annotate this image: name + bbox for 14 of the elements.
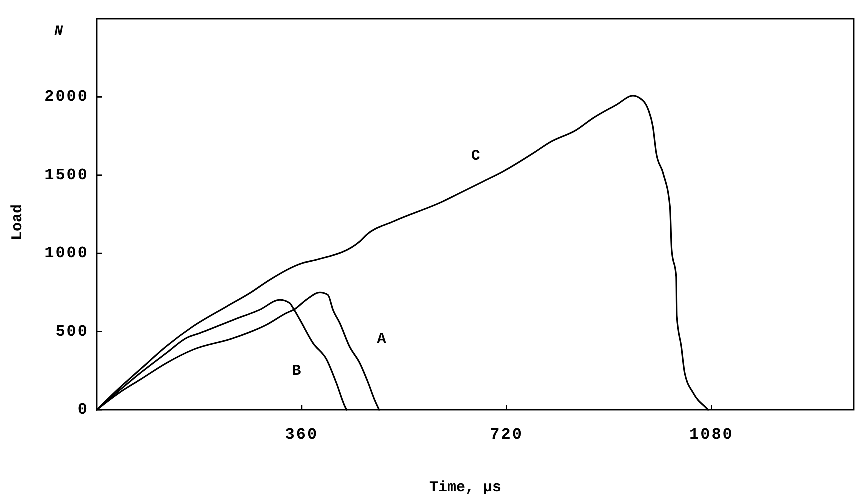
y-tick-label: 1500 xyxy=(44,166,89,184)
series-label: B xyxy=(292,363,302,380)
x-tick-label: 1080 xyxy=(690,426,734,444)
text: N xyxy=(54,24,64,40)
x-tick-label: 720 xyxy=(490,426,524,444)
y-tick-label: 0 xyxy=(78,401,89,419)
x-axis-title: Time, µs xyxy=(429,480,502,496)
series-label: A xyxy=(377,331,386,348)
x-tick-label: 360 xyxy=(285,426,319,444)
y-tick-label: 500 xyxy=(56,322,89,341)
y-axis-title: Load xyxy=(10,204,26,241)
y-tick-label: 1000 xyxy=(44,244,89,263)
series-label: C xyxy=(471,148,480,165)
y-tick-label: 2000 xyxy=(44,88,89,106)
